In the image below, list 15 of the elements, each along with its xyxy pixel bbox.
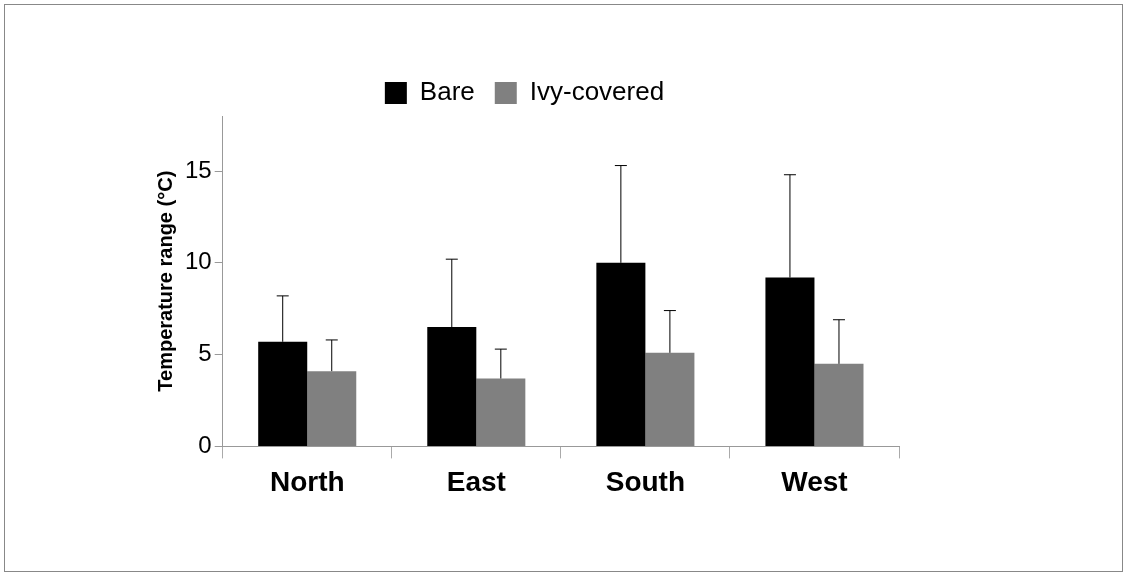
y-tick-label: 0 xyxy=(198,431,212,459)
y-tick-label: 5 xyxy=(198,339,212,367)
x-tick-label: West xyxy=(781,465,848,497)
bar xyxy=(814,363,864,446)
legend-label: Bare xyxy=(419,76,475,107)
bar xyxy=(307,371,357,446)
x-tick-label: East xyxy=(446,465,506,497)
x-tick-label: North xyxy=(269,465,345,497)
y-tick-label: 10 xyxy=(184,247,212,275)
bar xyxy=(645,352,695,446)
bar xyxy=(476,378,526,446)
y-axis-title: Temperature range (°C) xyxy=(153,170,176,392)
y-tick-label: 15 xyxy=(184,155,212,183)
x-tick-label: South xyxy=(605,465,686,497)
legend-label: Ivy-covered xyxy=(529,76,665,107)
